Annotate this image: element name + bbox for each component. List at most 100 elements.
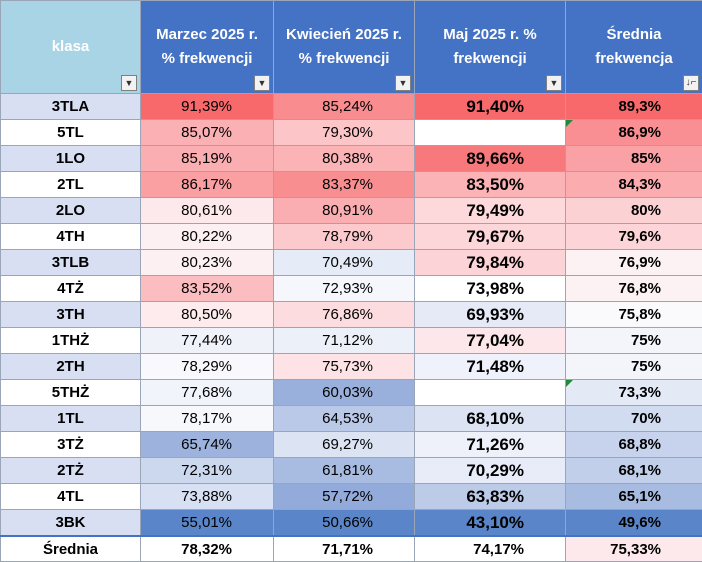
- summary-cell-marzec[interactable]: 78,32%: [141, 536, 274, 562]
- cell-marzec[interactable]: 85,19%: [141, 146, 274, 172]
- cell-marzec[interactable]: 73,88%: [141, 484, 274, 510]
- cell-klasa[interactable]: 4TL: [1, 484, 141, 510]
- cell-srednia[interactable]: 75%: [566, 328, 702, 354]
- cell-marzec[interactable]: 91,39%: [141, 94, 274, 120]
- cell-maj[interactable]: 70,29%: [415, 458, 566, 484]
- cell-maj[interactable]: 79,84%: [415, 250, 566, 276]
- column-header-klasa[interactable]: klasa ▼: [1, 1, 141, 94]
- cell-srednia[interactable]: 76,9%: [566, 250, 702, 276]
- cell-srednia[interactable]: 75,8%: [566, 302, 702, 328]
- cell-klasa[interactable]: 1THŻ: [1, 328, 141, 354]
- cell-kwiecien[interactable]: 69,27%: [274, 432, 415, 458]
- cell-kwiecien[interactable]: 78,79%: [274, 224, 415, 250]
- cell-marzec[interactable]: 65,74%: [141, 432, 274, 458]
- cell-kwiecien[interactable]: 64,53%: [274, 406, 415, 432]
- column-header-srednia[interactable]: Średnia frekwencja ↓⌐: [566, 1, 702, 94]
- cell-maj[interactable]: 77,04%: [415, 328, 566, 354]
- column-header-maj[interactable]: Maj 2025 r. % frekwencji ▼: [415, 1, 566, 94]
- cell-kwiecien[interactable]: 79,30%: [274, 120, 415, 146]
- cell-srednia[interactable]: 68,1%: [566, 458, 702, 484]
- cell-marzec[interactable]: 78,17%: [141, 406, 274, 432]
- cell-maj[interactable]: 73,98%: [415, 276, 566, 302]
- dropdown-arrow-icon[interactable]: ▼: [546, 75, 562, 91]
- cell-klasa[interactable]: 1TL: [1, 406, 141, 432]
- cell-marzec[interactable]: 80,22%: [141, 224, 274, 250]
- dropdown-arrow-icon[interactable]: ▼: [254, 75, 270, 91]
- cell-maj[interactable]: 91,40%: [415, 94, 566, 120]
- cell-klasa[interactable]: 2LO: [1, 198, 141, 224]
- cell-srednia[interactable]: 70%: [566, 406, 702, 432]
- cell-maj[interactable]: [415, 380, 566, 406]
- cell-kwiecien[interactable]: 60,03%: [274, 380, 415, 406]
- summary-cell-label[interactable]: Średnia: [1, 536, 141, 562]
- cell-marzec[interactable]: 72,31%: [141, 458, 274, 484]
- cell-klasa[interactable]: 2TŻ: [1, 458, 141, 484]
- cell-marzec[interactable]: 80,61%: [141, 198, 274, 224]
- cell-kwiecien[interactable]: 50,66%: [274, 510, 415, 537]
- cell-marzec[interactable]: 86,17%: [141, 172, 274, 198]
- cell-kwiecien[interactable]: 80,38%: [274, 146, 415, 172]
- cell-maj[interactable]: 89,66%: [415, 146, 566, 172]
- column-header-marzec[interactable]: Marzec 2025 r. % frekwencji ▼: [141, 1, 274, 94]
- cell-klasa[interactable]: 1LO: [1, 146, 141, 172]
- cell-kwiecien[interactable]: 61,81%: [274, 458, 415, 484]
- cell-srednia[interactable]: 73,3%: [566, 380, 702, 406]
- sort-descending-filter-icon[interactable]: ↓⌐: [683, 75, 699, 91]
- cell-maj[interactable]: 71,48%: [415, 354, 566, 380]
- cell-maj[interactable]: 83,50%: [415, 172, 566, 198]
- cell-klasa[interactable]: 3TLA: [1, 94, 141, 120]
- cell-klasa[interactable]: 5THŻ: [1, 380, 141, 406]
- cell-srednia[interactable]: 80%: [566, 198, 702, 224]
- cell-marzec[interactable]: 78,29%: [141, 354, 274, 380]
- dropdown-arrow-icon[interactable]: ▼: [121, 75, 137, 91]
- cell-klasa[interactable]: 5TL: [1, 120, 141, 146]
- cell-maj[interactable]: 69,93%: [415, 302, 566, 328]
- cell-kwiecien[interactable]: 76,86%: [274, 302, 415, 328]
- cell-kwiecien[interactable]: 72,93%: [274, 276, 415, 302]
- cell-klasa[interactable]: 3TŻ: [1, 432, 141, 458]
- cell-kwiecien[interactable]: 75,73%: [274, 354, 415, 380]
- cell-kwiecien[interactable]: 80,91%: [274, 198, 415, 224]
- cell-marzec[interactable]: 85,07%: [141, 120, 274, 146]
- cell-marzec[interactable]: 83,52%: [141, 276, 274, 302]
- cell-klasa[interactable]: 3TLB: [1, 250, 141, 276]
- cell-srednia[interactable]: 68,8%: [566, 432, 702, 458]
- cell-kwiecien[interactable]: 85,24%: [274, 94, 415, 120]
- cell-srednia[interactable]: 76,8%: [566, 276, 702, 302]
- cell-srednia[interactable]: 75%: [566, 354, 702, 380]
- cell-maj[interactable]: 68,10%: [415, 406, 566, 432]
- cell-srednia[interactable]: 65,1%: [566, 484, 702, 510]
- cell-kwiecien[interactable]: 71,12%: [274, 328, 415, 354]
- cell-marzec[interactable]: 77,44%: [141, 328, 274, 354]
- cell-marzec[interactable]: 55,01%: [141, 510, 274, 537]
- cell-maj[interactable]: 71,26%: [415, 432, 566, 458]
- cell-kwiecien[interactable]: 57,72%: [274, 484, 415, 510]
- summary-cell-maj[interactable]: 74,17%: [415, 536, 566, 562]
- cell-srednia[interactable]: 89,3%: [566, 94, 702, 120]
- cell-klasa[interactable]: 4TH: [1, 224, 141, 250]
- cell-srednia[interactable]: 79,6%: [566, 224, 702, 250]
- cell-srednia[interactable]: 49,6%: [566, 510, 702, 537]
- cell-klasa[interactable]: 2TL: [1, 172, 141, 198]
- cell-maj[interactable]: [415, 120, 566, 146]
- cell-klasa[interactable]: 3TH: [1, 302, 141, 328]
- cell-marzec[interactable]: 80,50%: [141, 302, 274, 328]
- cell-srednia[interactable]: 85%: [566, 146, 702, 172]
- cell-kwiecien[interactable]: 83,37%: [274, 172, 415, 198]
- dropdown-arrow-icon[interactable]: ▼: [395, 75, 411, 91]
- cell-kwiecien[interactable]: 70,49%: [274, 250, 415, 276]
- cell-maj[interactable]: 43,10%: [415, 510, 566, 537]
- cell-klasa[interactable]: 3BK: [1, 510, 141, 537]
- summary-cell-kwiecien[interactable]: 71,71%: [274, 536, 415, 562]
- cell-marzec[interactable]: 77,68%: [141, 380, 274, 406]
- cell-maj[interactable]: 63,83%: [415, 484, 566, 510]
- cell-srednia[interactable]: 84,3%: [566, 172, 702, 198]
- column-header-kwiecien[interactable]: Kwiecień 2025 r. % frekwencji ▼: [274, 1, 415, 94]
- cell-klasa[interactable]: 4TŻ: [1, 276, 141, 302]
- cell-maj[interactable]: 79,67%: [415, 224, 566, 250]
- summary-cell-srednia[interactable]: 75,33%: [566, 536, 702, 562]
- cell-srednia[interactable]: 86,9%: [566, 120, 702, 146]
- cell-maj[interactable]: 79,49%: [415, 198, 566, 224]
- cell-klasa[interactable]: 2TH: [1, 354, 141, 380]
- cell-marzec[interactable]: 80,23%: [141, 250, 274, 276]
